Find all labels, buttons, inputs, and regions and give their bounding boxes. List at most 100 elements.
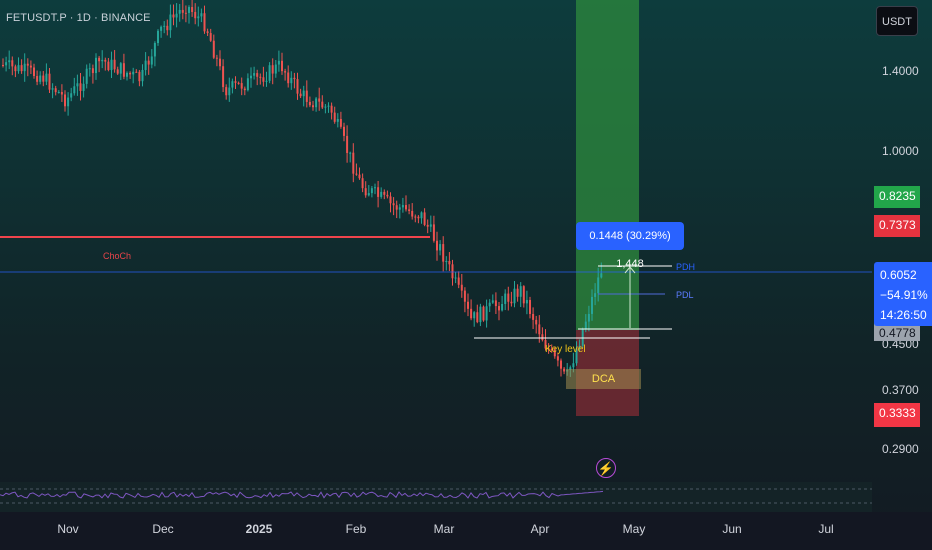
candle-body xyxy=(85,68,88,84)
candle-body xyxy=(547,348,550,350)
candle-body xyxy=(525,300,528,304)
candle-body xyxy=(76,83,79,87)
candle-body xyxy=(101,59,104,62)
candle-body xyxy=(153,43,156,57)
time-tick: 2025 xyxy=(245,522,273,536)
candle-body xyxy=(386,194,389,197)
candle-body xyxy=(411,210,414,217)
candle-body xyxy=(175,13,178,18)
candle-body xyxy=(597,277,600,294)
candle-body xyxy=(321,101,324,108)
candle-body xyxy=(476,312,479,323)
candle-body xyxy=(401,205,404,208)
candle-body xyxy=(8,60,11,63)
candle-body xyxy=(417,216,420,219)
measure-arrow xyxy=(624,266,636,274)
candle-body xyxy=(119,63,122,74)
currency-selector[interactable]: USDT xyxy=(876,6,918,36)
candle-body xyxy=(82,83,85,91)
candle-body xyxy=(336,119,339,122)
candle-body xyxy=(243,88,246,91)
candle-body xyxy=(277,60,280,65)
candle-body xyxy=(268,65,271,81)
candle-body xyxy=(491,300,494,303)
candle-body xyxy=(281,60,283,72)
candle-body xyxy=(377,187,380,197)
candle-body xyxy=(572,363,575,368)
candle-body xyxy=(29,65,32,68)
candle-body xyxy=(550,349,553,351)
candle-body xyxy=(250,75,252,79)
candle-body xyxy=(70,93,73,98)
candle-body xyxy=(575,348,578,364)
candle-body xyxy=(222,66,225,88)
candle-body xyxy=(532,313,535,320)
current-price-box: 0.6052 −54.91% 14:26:50 xyxy=(874,262,932,326)
candle-body xyxy=(460,284,463,291)
candle-body xyxy=(507,293,510,302)
candle-body xyxy=(88,68,91,70)
candle-body xyxy=(408,209,411,211)
candle-body xyxy=(271,65,274,74)
candle-body xyxy=(367,193,370,196)
candle-body xyxy=(209,33,212,41)
candle-body xyxy=(600,273,603,278)
take-profit-zone xyxy=(576,0,639,330)
candle-body xyxy=(60,92,63,95)
candle-body xyxy=(45,73,48,82)
candle-body xyxy=(246,78,249,91)
candle-body xyxy=(51,88,54,90)
stop-loss-price-tag: 0.3333 xyxy=(874,403,920,427)
candle-body xyxy=(20,65,23,72)
candle-body xyxy=(339,119,342,127)
price-tick: 0.3700 xyxy=(882,383,919,397)
candle-body xyxy=(581,329,584,346)
rsi-indicator-panel[interactable] xyxy=(0,482,872,512)
candle-body xyxy=(420,212,423,219)
candle-body xyxy=(302,90,305,97)
time-axis[interactable]: Nov Dec 2025 Feb Mar Apr May Jun Jul xyxy=(0,512,932,550)
candle-body xyxy=(445,260,448,262)
candle-body xyxy=(116,69,119,74)
time-tick: May xyxy=(622,522,646,536)
candle-body xyxy=(191,7,194,12)
candle-body xyxy=(225,87,228,96)
candle-body xyxy=(98,57,101,62)
candle-body xyxy=(346,135,349,153)
candle-body xyxy=(215,57,218,59)
take-profit-price-tag: 0.8235 xyxy=(874,186,920,208)
candle-body xyxy=(237,82,240,84)
candle-body xyxy=(184,12,187,14)
candle-body xyxy=(327,105,330,107)
candle-body xyxy=(504,293,507,304)
candle-body xyxy=(172,14,175,18)
symbol-title[interactable]: FETUSDT.P · 1D · BINANCE xyxy=(6,12,151,24)
candle-body xyxy=(451,264,454,279)
candle-body xyxy=(312,105,314,108)
pdl-label: PDL xyxy=(676,290,694,300)
time-tick: Feb xyxy=(345,522,367,536)
candle-body xyxy=(206,31,209,34)
entry-price-tag: 0.7373 xyxy=(874,215,920,237)
pdh-label: PDH xyxy=(676,262,696,272)
candle-body xyxy=(144,60,147,70)
candle-body xyxy=(234,81,237,83)
candle-body xyxy=(169,14,172,31)
time-tick: Jul xyxy=(818,522,834,536)
candle-body xyxy=(479,306,482,323)
candle-body xyxy=(426,224,429,227)
candle-body xyxy=(361,178,364,189)
candle-body xyxy=(104,59,107,62)
candle-body xyxy=(463,290,466,302)
candle-body xyxy=(556,356,559,361)
candle-body xyxy=(563,368,566,372)
candle-body xyxy=(240,83,243,89)
lightning-bolt-icon[interactable]: ⚡ xyxy=(596,458,616,478)
key-level-price-tag: 0.4778 xyxy=(874,323,920,341)
candle-body xyxy=(135,71,138,73)
candle-body xyxy=(324,106,327,108)
candle-body xyxy=(228,87,231,96)
candle-body xyxy=(129,72,132,75)
candle-body xyxy=(57,92,60,94)
